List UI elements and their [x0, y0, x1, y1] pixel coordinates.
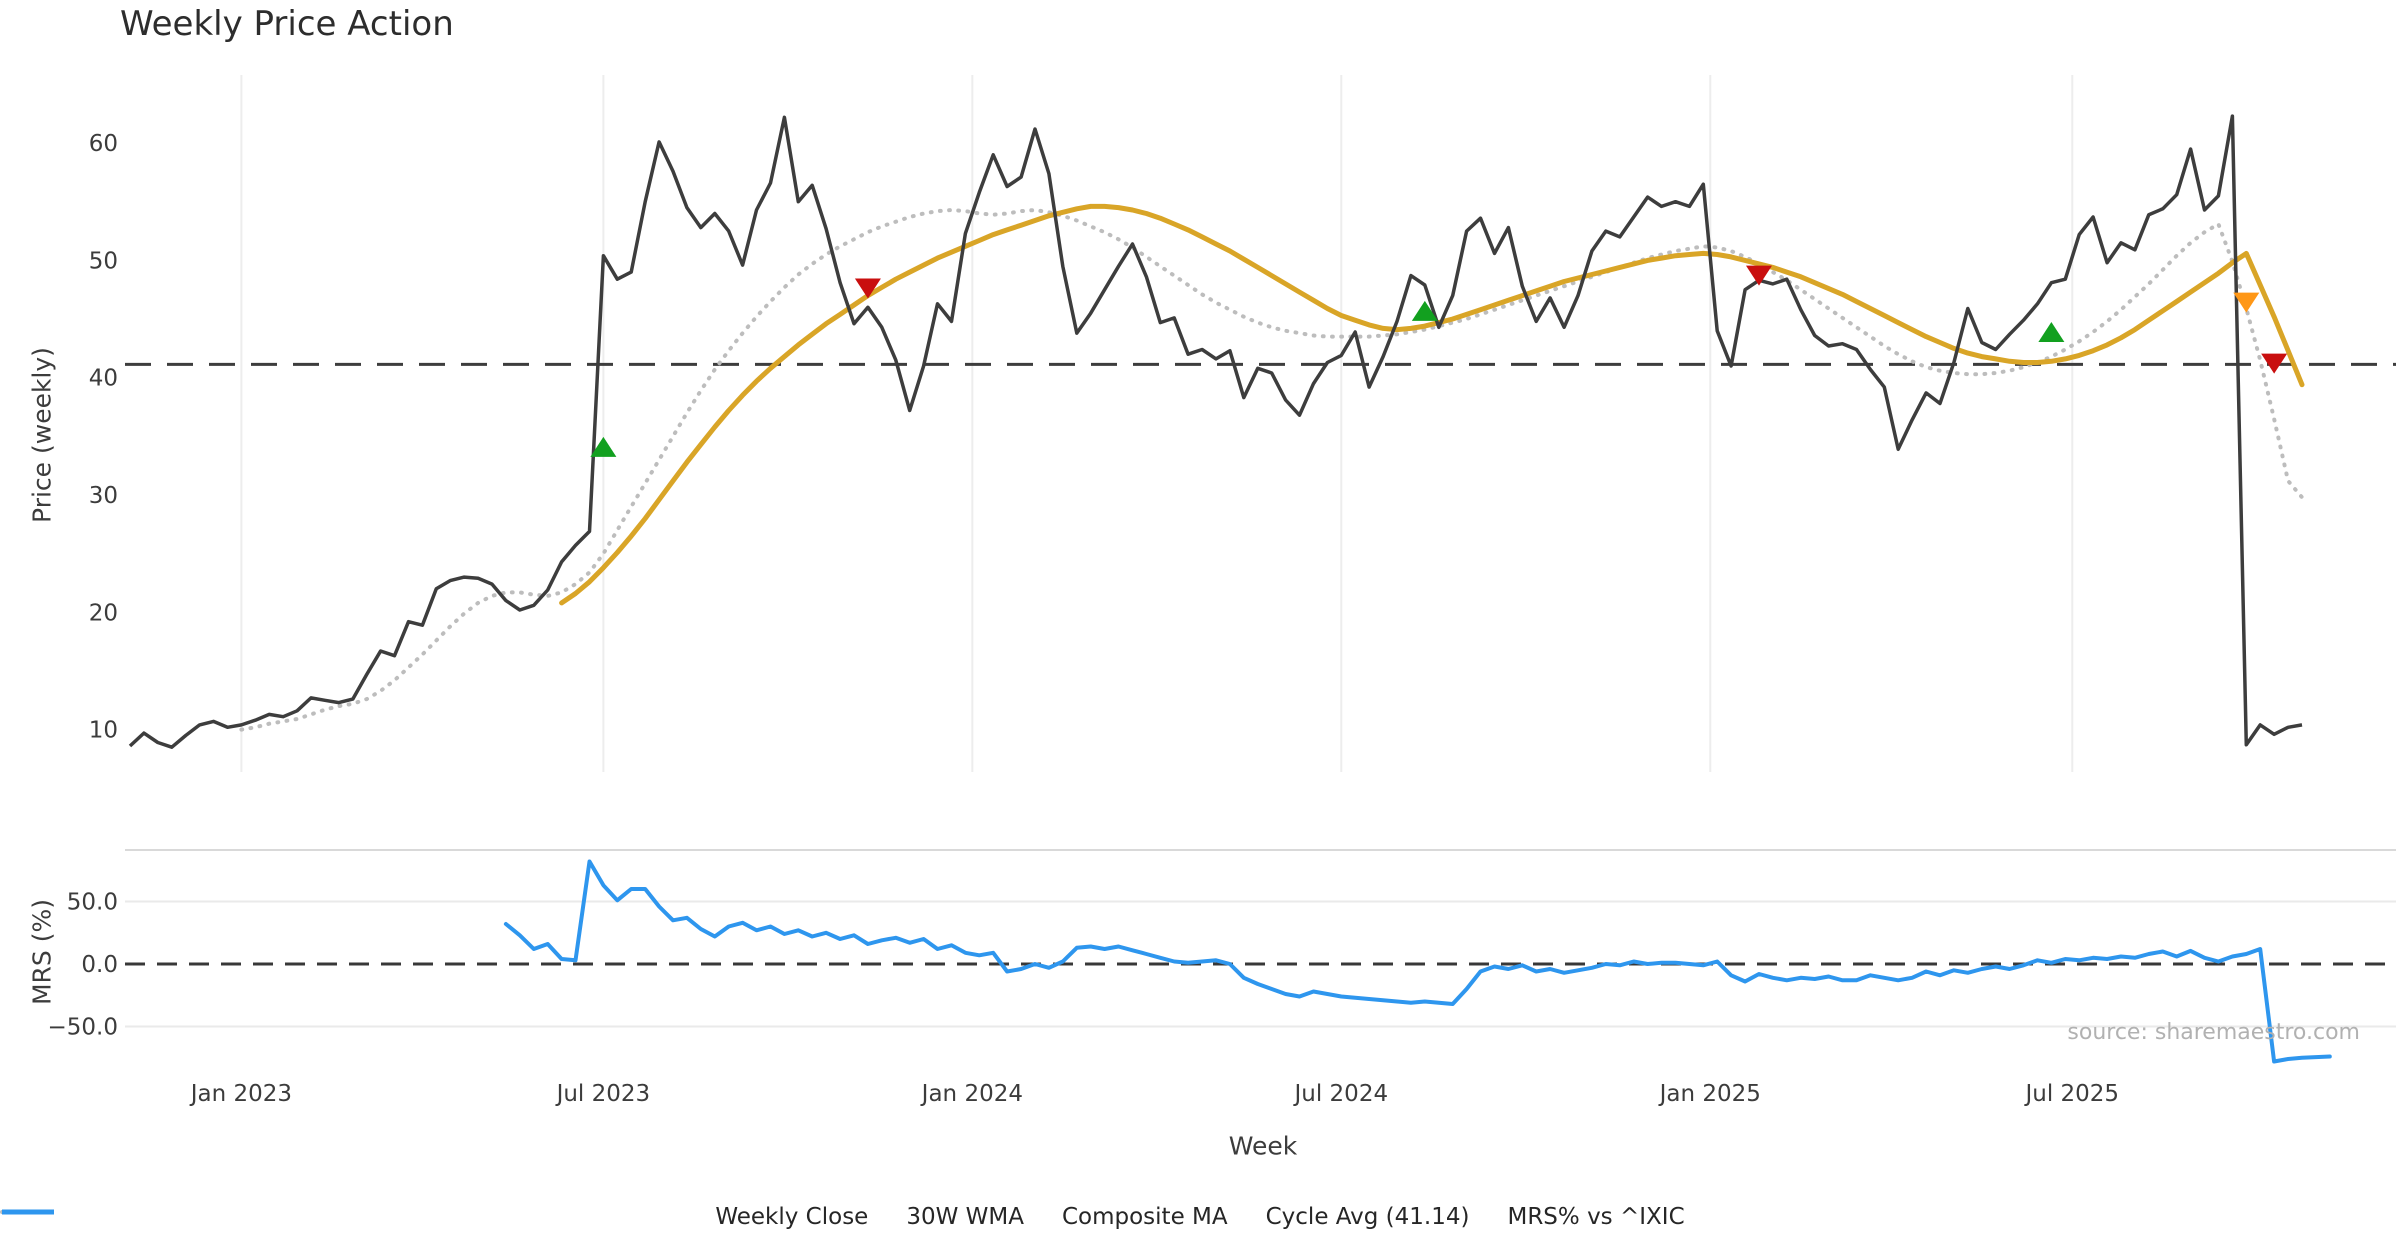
buy-signal-marker — [2038, 321, 2065, 342]
legend-label: Cycle Avg (41.14) — [1265, 1204, 1470, 1230]
price-tick-label: 50 — [89, 248, 118, 274]
legend-label: Weekly Close — [715, 1204, 869, 1230]
gridlines-layer — [125, 75, 2396, 1028]
legend-item-composite-ma: Composite MA — [0, 1204, 1228, 1230]
sell-signal-marker — [2261, 353, 2288, 374]
x-tick-label: Jul 2024 — [1292, 1081, 1388, 1107]
warn-signal-marker — [2233, 292, 2260, 313]
mrs-tick-label: 50.0 — [67, 890, 118, 916]
buy-signal-marker — [590, 436, 617, 457]
mrs-line-swatch-icon — [2, 1209, 54, 1215]
sell-signal-marker — [1745, 265, 1772, 286]
legend-item-cycle-avg: Cycle Avg (41.14) — [2, 1204, 1470, 1230]
series-layer — [128, 114, 2332, 1064]
mrs-tick-label: −50.0 — [48, 1015, 118, 1041]
x-axis-title: Week — [1228, 1131, 1298, 1161]
price-tick-label: 10 — [89, 718, 118, 744]
wma-line — [559, 203, 2305, 606]
price-tick-label: 60 — [89, 131, 118, 157]
legend-item-30w-wma: 30W WMA — [2, 1204, 1024, 1230]
weekly-close-line — [128, 114, 2303, 749]
composite-ma-line — [239, 208, 2304, 732]
price-tick-label: 30 — [89, 483, 118, 509]
sell-signal-marker — [854, 278, 881, 299]
legend-item-weekly-close: Weekly Close — [2, 1204, 869, 1230]
x-tick-label: Jul 2023 — [555, 1081, 651, 1107]
source-watermark: source: sharemaestro.com — [2067, 1020, 2360, 1045]
legend-label: 30W WMA — [906, 1204, 1024, 1230]
tick-labels-layer: 10 20 30 40 50 60 50.0 0.0 −50.0 Jan 2023 Jul 2023… — [48, 131, 2120, 1107]
price-tick-label: 20 — [89, 600, 118, 626]
x-tick-label: Jan 2024 — [920, 1081, 1023, 1107]
legend-item-mrs: MRS% vs ^IXIC — [2, 1204, 1685, 1230]
buy-signal-marker — [1411, 300, 1438, 321]
mrs-axis-title: MRS (%) — [27, 898, 57, 1006]
x-tick-label: Jul 2025 — [2023, 1081, 2119, 1107]
legend-label: Composite MA — [1061, 1204, 1228, 1230]
mrs-tick-label: 0.0 — [81, 952, 118, 978]
mrs-line — [503, 859, 2332, 1064]
x-tick-label: Jan 2023 — [189, 1081, 292, 1107]
legend: Weekly Close 30W WMA Composite MA Cycle … — [0, 1204, 2400, 1230]
price-tick-label: 40 — [89, 366, 118, 392]
markers-layer — [590, 265, 2288, 457]
page-title: Weekly Price Action — [120, 4, 454, 44]
legend-label: MRS% vs ^IXIC — [1507, 1204, 1685, 1230]
x-tick-label: Jan 2025 — [1658, 1081, 1761, 1107]
reference-lines-layer — [125, 362, 2396, 966]
price-axis-title: Price (weekly) — [27, 347, 57, 523]
